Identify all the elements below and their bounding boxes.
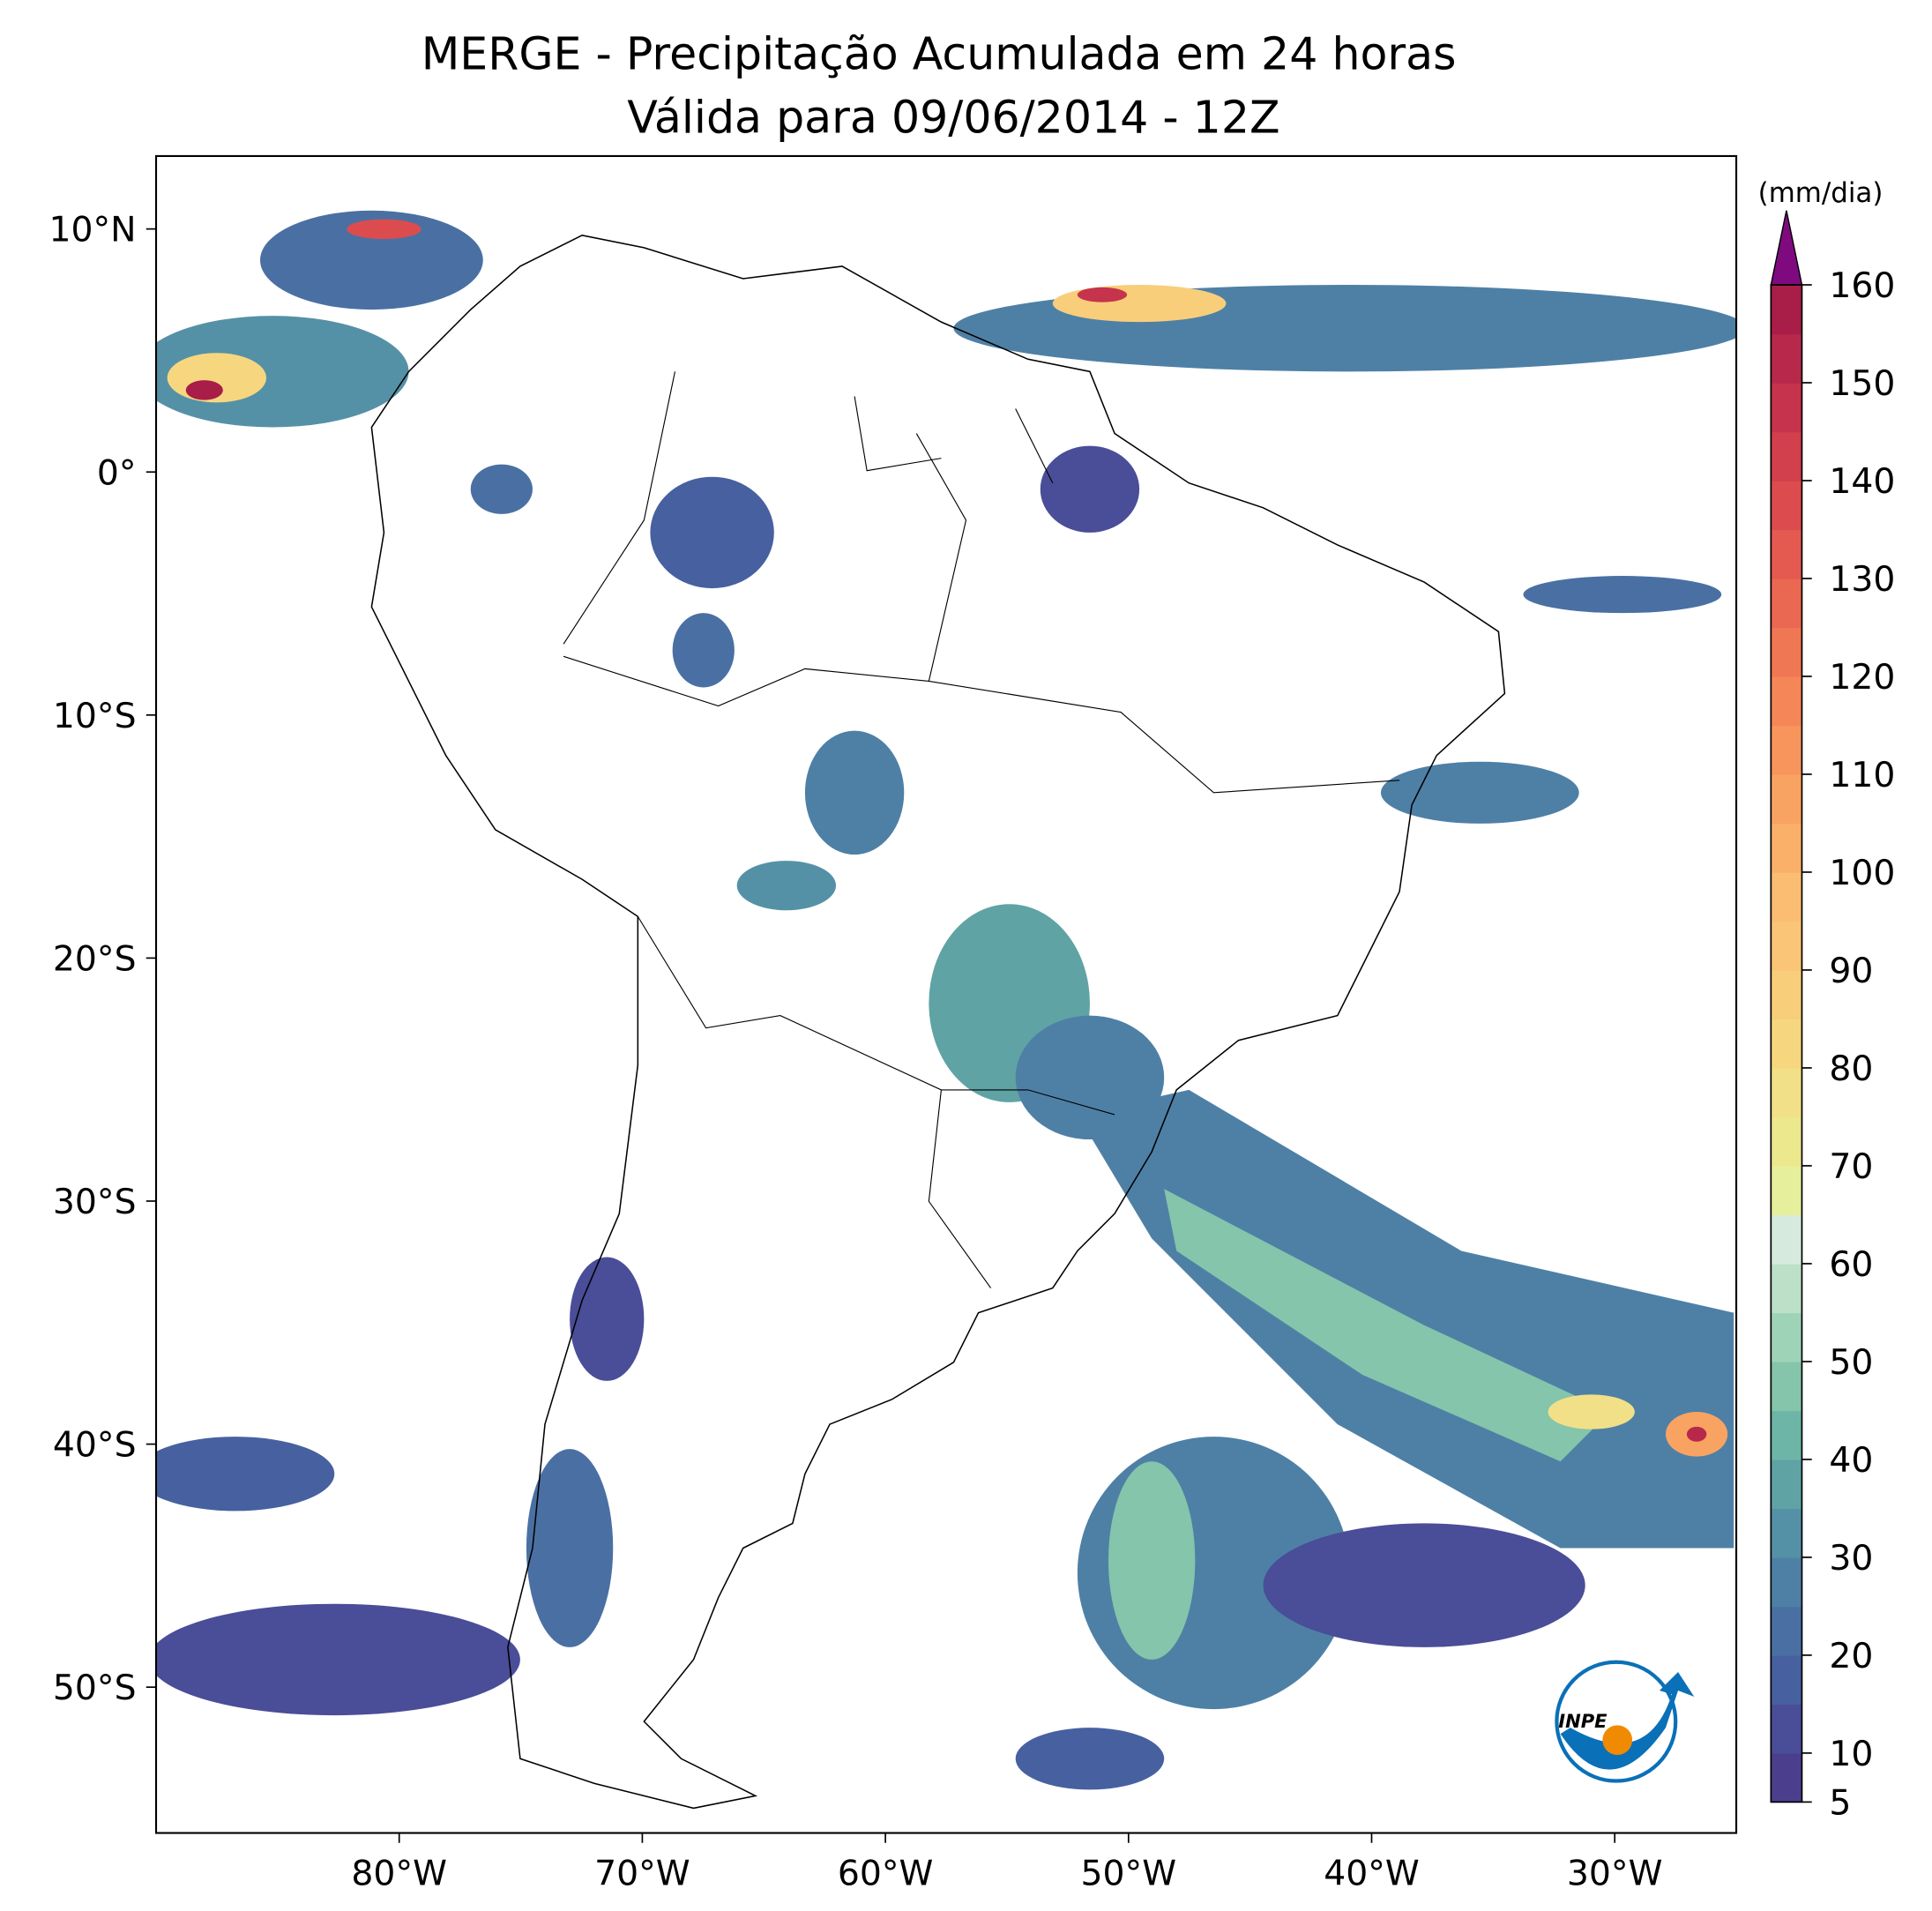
colorbar-tick-label: 110 (1829, 756, 1895, 795)
colorbar-tick-label: 140 (1829, 462, 1895, 502)
colorbar-bin (1771, 578, 1802, 629)
colorbar-bin (1771, 383, 1802, 433)
colorbar-tick-label: 30 (1829, 1539, 1873, 1579)
y-tick-label: 10°N (48, 211, 136, 250)
colorbar-tick-label: 90 (1829, 952, 1873, 991)
colorbar-tick-label: 40 (1829, 1441, 1873, 1481)
colorbar-bin (1771, 1654, 1802, 1706)
colorbar-extend (1770, 210, 1803, 286)
colorbar-tick-label: 120 (1829, 658, 1895, 698)
colorbar-bin (1771, 1361, 1802, 1412)
colorbar-frame (1770, 284, 1803, 1803)
x-tick-label: 50°W (1081, 1855, 1177, 1894)
colorbar-tick-label: 100 (1829, 854, 1895, 893)
colorbar-bin (1771, 1116, 1802, 1167)
colorbar-bin (1771, 1165, 1802, 1216)
x-tick-label: 70°W (594, 1855, 690, 1894)
colorbar-tick-label: 80 (1829, 1049, 1873, 1089)
colorbar-unit: (mm/dia) (1758, 177, 1884, 209)
logo: INPE (1555, 1660, 1695, 1783)
colorbar-bin (1771, 1263, 1802, 1314)
colorbar-bin (1771, 481, 1802, 531)
colorbar-bin (1771, 871, 1802, 922)
colorbar-tick-label: 60 (1829, 1245, 1873, 1285)
colorbar-bin (1771, 1214, 1802, 1265)
colorbar-tick-label: 50 (1829, 1343, 1873, 1383)
y-tick-label: 0° (97, 453, 137, 493)
y-tick-label: 40°S (53, 1426, 137, 1466)
y-tick-label: 50°S (53, 1668, 137, 1708)
colorbar-bin (1771, 676, 1802, 727)
colorbar-bin (1771, 823, 1802, 873)
colorbar-bin (1771, 1704, 1802, 1754)
colorbar-tick-label: 160 (1829, 266, 1895, 306)
colorbar-bin (1771, 773, 1802, 825)
colorbar-bin (1771, 1459, 1802, 1510)
precip-field (156, 210, 1737, 1790)
colorbar-bin (1771, 1312, 1802, 1362)
colorbar-bin (1771, 1410, 1802, 1460)
coastline (370, 235, 1506, 1810)
colorbar-tick-label: 130 (1829, 560, 1895, 600)
colorbar-tick-label: 10 (1829, 1735, 1873, 1774)
colorbar-bin (1771, 1019, 1802, 1069)
colorbar-tick-label: 20 (1829, 1637, 1873, 1676)
colorbar-bin (1771, 529, 1802, 579)
y-tick-label: 10°S (53, 697, 137, 736)
colorbar-bin (1771, 1606, 1802, 1656)
x-tick-label: 30°W (1567, 1855, 1663, 1894)
colorbar-bin (1771, 627, 1802, 677)
subtitle: Válida para 09/06/2014 - 12Z (627, 91, 1279, 143)
x-tick-label: 60°W (838, 1855, 934, 1894)
title: MERGE - Precipitação Acumulada em 24 hor… (421, 28, 1457, 80)
colorbar-bin (1771, 285, 1802, 335)
colorbar-bin (1771, 1752, 1802, 1803)
colorbar-bin (1771, 1508, 1802, 1558)
x-tick-label: 40°W (1324, 1855, 1420, 1894)
colorbar-tick-label: 150 (1829, 364, 1895, 404)
colorbar-bin (1771, 333, 1802, 384)
colorbar-bin (1771, 431, 1802, 481)
colorbar-bin (1771, 921, 1802, 971)
colorbar-bin (1771, 725, 1802, 775)
colorbar-tick-label: 70 (1829, 1147, 1873, 1187)
map-frame (154, 154, 1738, 1834)
y-tick-label: 30°S (53, 1183, 137, 1222)
colorbar-bin (1771, 1556, 1802, 1608)
logo-text: INPE (1558, 1710, 1608, 1732)
colorbar-bin (1771, 969, 1802, 1020)
colorbar-bin (1771, 1067, 1802, 1118)
y-tick-label: 20°S (53, 939, 137, 979)
colorbar-tick-label: 5 (1829, 1783, 1851, 1823)
x-tick-label: 80°W (351, 1855, 447, 1894)
